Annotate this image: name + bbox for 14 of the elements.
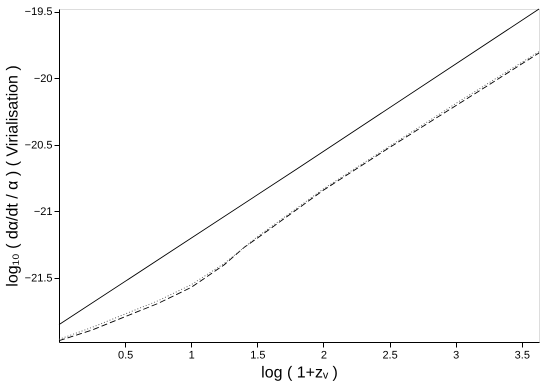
x-tick-label: 1.5: [250, 350, 266, 362]
y-tick-label: −21.5: [24, 272, 52, 285]
y-tick-label: −20.5: [24, 139, 52, 152]
y-tick-label: −21: [34, 206, 52, 218]
x-tick-label: 1: [188, 350, 195, 362]
x-tick-label: 3: [453, 350, 460, 362]
x-tick-label: 3.5: [514, 350, 530, 362]
y-axis-title: log₁₀ ( dα/dt / α ) ( Virialisation ): [4, 65, 22, 287]
x-axis-title: log ( 1+zᵥ ): [261, 364, 338, 382]
x-tick-label: 2: [320, 350, 328, 362]
y-tick-label: −20: [34, 72, 52, 85]
x-tick-label: 0.5: [118, 350, 134, 362]
y-tick-label: −19.5: [24, 6, 52, 18]
x-tick-label: 2.5: [382, 350, 398, 362]
